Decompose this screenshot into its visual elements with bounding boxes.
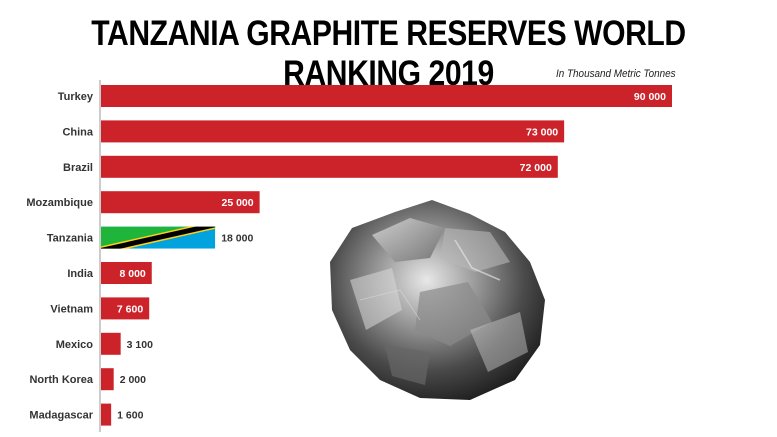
category-label-mexico: Mexico bbox=[56, 339, 94, 351]
category-label-madagascar: Madagascar bbox=[29, 410, 93, 422]
bar-tanzania bbox=[101, 226, 216, 249]
value-label-turkey: 90 000 bbox=[634, 91, 666, 103]
value-label-mozambique: 25 000 bbox=[221, 197, 253, 209]
bar-vietnam bbox=[101, 297, 150, 320]
category-label-tanzania: Tanzania bbox=[47, 233, 94, 245]
category-label-north-korea: North Korea bbox=[29, 374, 93, 386]
category-label-turkey: Turkey bbox=[58, 91, 94, 103]
value-label-tanzania: 18 000 bbox=[221, 233, 253, 245]
value-label-north-korea: 2 000 bbox=[120, 374, 146, 386]
bar-china bbox=[101, 120, 565, 143]
value-label-china: 73 000 bbox=[526, 126, 558, 138]
chart-title: TANZANIA GRAPHITE RESERVES WORLD RANKING… bbox=[91, 14, 686, 93]
value-label-india: 8 000 bbox=[119, 268, 145, 280]
category-label-vietnam: Vietnam bbox=[50, 303, 93, 315]
bar-mexico bbox=[101, 332, 121, 355]
category-label-india: India bbox=[67, 268, 94, 280]
bar-brazil bbox=[101, 155, 558, 178]
bar-mozambique bbox=[101, 191, 260, 214]
unit-label: In Thousand Metric Tonnes bbox=[556, 68, 676, 80]
graphite-rock-image bbox=[330, 200, 545, 400]
value-label-madagascar: 1 600 bbox=[117, 410, 143, 422]
bars-group: Turkey 90 000 China 73 000 Brazil 72 000 Mozam… bbox=[26, 85, 672, 426]
category-label-china: China bbox=[62, 126, 93, 138]
category-label-brazil: Brazil bbox=[63, 162, 93, 174]
value-label-brazil: 72 000 bbox=[520, 162, 552, 174]
value-label-mexico: 3 100 bbox=[127, 339, 153, 351]
bar-india bbox=[101, 262, 152, 284]
value-label-vietnam: 7 600 bbox=[117, 303, 143, 315]
bar-north-korea bbox=[101, 368, 114, 391]
bar-madagascar bbox=[101, 403, 112, 426]
category-label-mozambique: Mozambique bbox=[26, 197, 93, 209]
bar-turkey bbox=[101, 85, 672, 107]
